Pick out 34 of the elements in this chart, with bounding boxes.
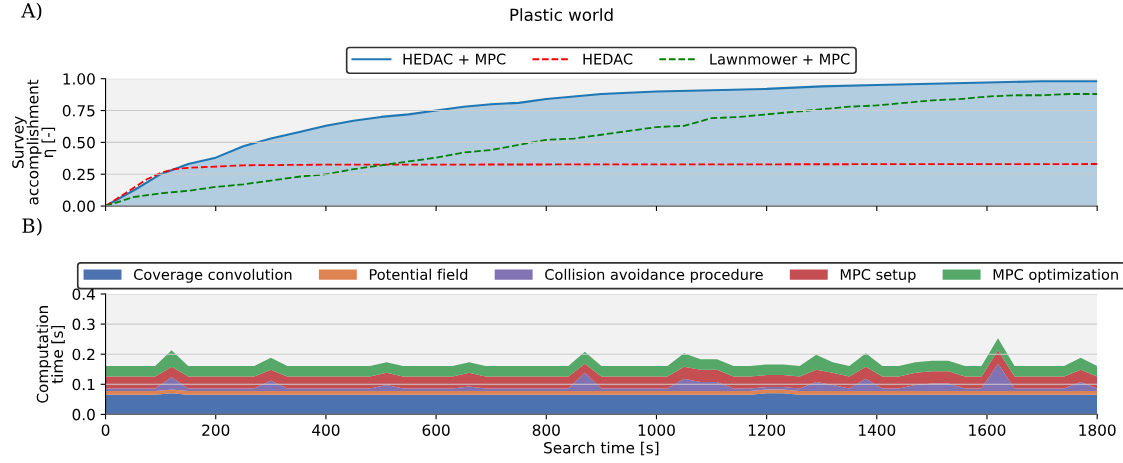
- legend-label: Collision avoidance procedure: [545, 268, 763, 283]
- x-tick-label: 800: [532, 424, 560, 436]
- y-tick-label: 0.0: [72, 408, 95, 421]
- legend-label: HEDAC + MPC: [403, 53, 506, 65]
- x-tick-label: 200: [202, 424, 230, 436]
- x-axis-title: Search time [s]: [544, 441, 659, 456]
- text: A): [21, 2, 42, 21]
- legend-label: MPC optimization: [993, 268, 1118, 283]
- y-tick-label: 0.75: [62, 105, 95, 117]
- y-tick-label: 0.00: [62, 200, 95, 213]
- y-tick-label: 0.25: [62, 168, 95, 181]
- y-tick-label: 0.4: [72, 288, 95, 301]
- x-tick-label: 1600: [969, 424, 1006, 436]
- legend-label: MPC setup: [840, 268, 916, 283]
- x-tick-label: 1000: [638, 424, 675, 436]
- x-tick-label: 1800: [1079, 424, 1116, 436]
- legend-label: Potential field: [369, 268, 468, 281]
- text: B): [22, 217, 42, 236]
- legend-label: Lawnmower + MPC: [710, 53, 850, 65]
- y-axis-title: Computation time [s]: [36, 306, 65, 403]
- y-tick-label: 0.2: [72, 348, 95, 361]
- legend-label: HEDAC: [583, 53, 633, 65]
- chart-title: Plastic world: [510, 8, 613, 22]
- x-tick-label: 0: [101, 424, 110, 436]
- x-tick-label: 600: [422, 424, 450, 436]
- y-tick-label: 0.50: [62, 136, 95, 149]
- x-tick-label: 400: [312, 424, 340, 436]
- legend-label: Coverage convolution: [133, 268, 292, 283]
- y-axis-title: Survey accomplishment η [-]: [12, 79, 57, 205]
- y-tick-label: 0.1: [72, 378, 95, 391]
- y-tick-label: 0.3: [72, 318, 95, 331]
- x-tick-label: 1200: [748, 424, 786, 436]
- y-tick-label: 1.00: [63, 73, 95, 85]
- x-tick-label: 1400: [859, 424, 896, 436]
